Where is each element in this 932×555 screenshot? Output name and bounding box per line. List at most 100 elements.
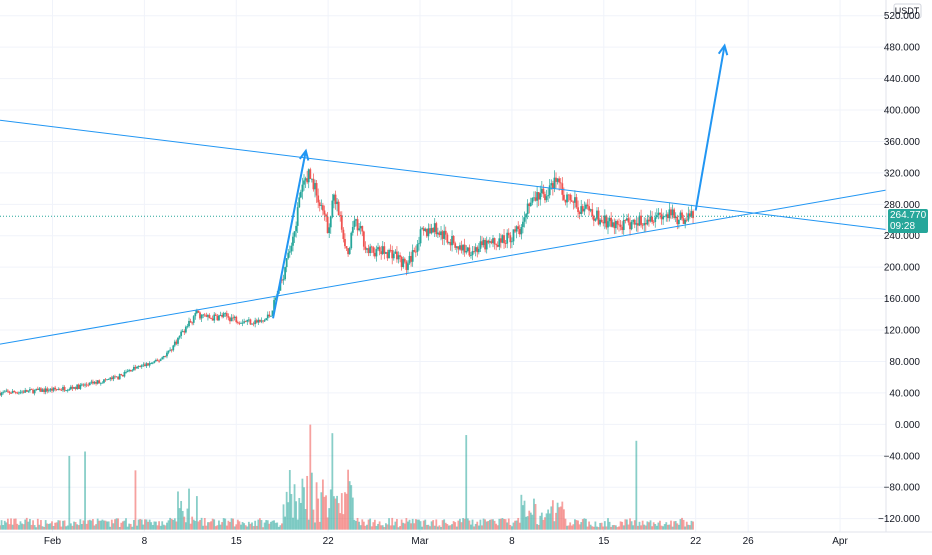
candle-body: [128, 369, 131, 372]
volume-bar: [490, 519, 493, 530]
volume-bar: [614, 525, 617, 530]
volume-bar: [107, 521, 110, 530]
candle-body: [545, 196, 548, 201]
candle-body: [38, 388, 41, 391]
volume-bar: [435, 519, 438, 530]
candle-body: [71, 386, 74, 389]
candle-body: [394, 251, 397, 254]
volume-bar: [79, 519, 82, 530]
candle-body: [251, 323, 253, 325]
volume-bar: [637, 525, 639, 530]
forecast-arrow-head: [717, 43, 729, 56]
x-tick-label: 22: [323, 536, 335, 547]
candle-body: [155, 359, 157, 362]
volume-bar: [323, 496, 326, 530]
volume-bar: [18, 525, 20, 530]
volume-bar: [547, 509, 550, 530]
volume-bar: [358, 521, 361, 530]
candle-body: [156, 359, 159, 361]
trendline-upper: [0, 119, 887, 230]
volume-bar: [671, 526, 674, 530]
candle-body: [370, 246, 373, 248]
candle-body: [320, 205, 323, 207]
candle-body: [666, 214, 669, 219]
volume-bar: [465, 435, 468, 530]
volume-bar: [98, 520, 101, 530]
volume-bar: [318, 521, 321, 530]
candle-body: [207, 315, 209, 317]
candle-body: [104, 379, 107, 381]
volume-bar: [76, 524, 79, 530]
candle-body: [613, 222, 616, 229]
candle-body: [408, 256, 411, 264]
volume-bar: [101, 519, 104, 530]
x-tick-label: 15: [231, 536, 243, 547]
candle-body: [416, 244, 419, 252]
volume-bar: [52, 526, 55, 530]
volume-bar: [195, 496, 198, 530]
candle-body: [252, 323, 255, 325]
x-tick-label: Mar: [411, 536, 429, 547]
volume-bar: [607, 518, 609, 530]
volume-bar: [240, 524, 242, 530]
candle-body: [158, 360, 160, 362]
candle-body: [529, 202, 532, 206]
candle-body: [344, 239, 346, 247]
candle-body: [542, 188, 545, 195]
volume-bar: [534, 504, 537, 530]
volume-bar: [151, 524, 154, 530]
volume-bar: [518, 522, 521, 530]
candle-body: [266, 314, 269, 319]
candle-body: [96, 380, 99, 384]
candle-body: [310, 178, 313, 180]
candle-body: [336, 201, 338, 204]
candle-body: [490, 241, 493, 244]
volume-bar: [367, 519, 370, 530]
candle-body: [646, 219, 649, 225]
candle-body: [477, 248, 480, 253]
candle-body: [246, 319, 249, 322]
candle-body: [92, 381, 94, 384]
volume-bar: [74, 522, 77, 530]
countdown-label: 09:28: [890, 221, 916, 232]
candle-body: [482, 239, 485, 246]
volume-bar: [411, 518, 414, 530]
volume-bar: [668, 524, 671, 530]
volume-bar: [200, 517, 203, 530]
x-tick-label: 26: [743, 536, 755, 547]
candle-body: [690, 211, 693, 217]
candle-body: [671, 209, 674, 216]
candle-body: [451, 235, 453, 246]
candle-body: [225, 313, 228, 317]
candle-body: [441, 231, 444, 239]
volume-bar: [512, 522, 515, 530]
candle-body: [292, 236, 294, 246]
volume-bar: [125, 518, 127, 530]
candle-body: [21, 391, 23, 393]
candle-body: [581, 206, 584, 212]
candle-body: [396, 251, 398, 260]
candle-body: [435, 223, 438, 235]
volume-bar: [236, 519, 239, 530]
candle-body: [488, 241, 491, 243]
volume-bar: [246, 526, 249, 530]
volume-bar: [479, 519, 482, 530]
candle-body: [54, 387, 57, 390]
volume-bar: [33, 525, 36, 530]
volume-bar: [274, 522, 277, 530]
volume-bar: [173, 518, 176, 530]
candle-body: [25, 390, 28, 392]
volume-bar: [463, 518, 466, 530]
volume-bar: [540, 512, 543, 530]
candle-body: [14, 392, 17, 393]
candle-body: [303, 180, 305, 185]
volume-bar: [684, 526, 687, 530]
volume-bar: [43, 526, 46, 530]
volume-bar: [95, 524, 97, 530]
candle-body: [270, 316, 272, 317]
volume-bar: [281, 523, 283, 530]
volume-bar: [493, 520, 496, 530]
volume-bar: [511, 526, 513, 530]
